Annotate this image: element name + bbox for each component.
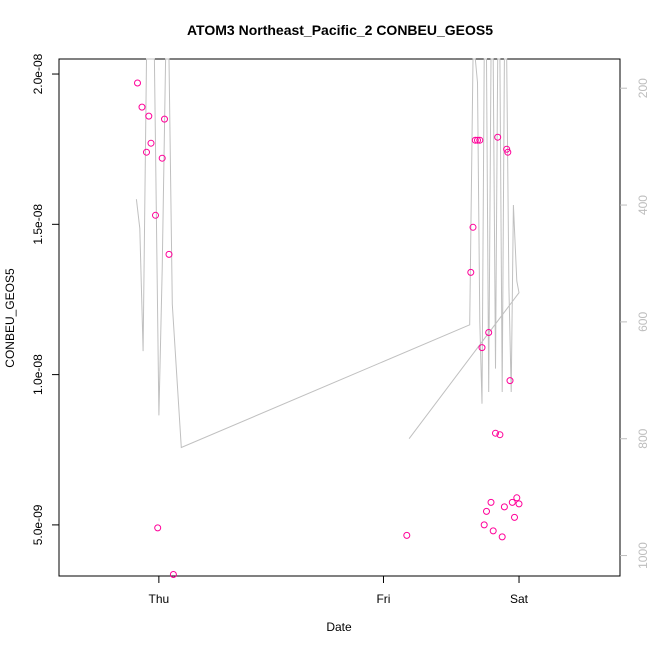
data-point — [480, 521, 488, 529]
y-tick-label: 1.5e-08 — [31, 204, 45, 245]
axis-layer: Thu Fri Sat 5.0e-09 1.0e-08 1.5e-08 2.0e-08 200… — [31, 53, 650, 606]
plot-frame — [58, 58, 621, 577]
data-point — [506, 377, 514, 385]
data-point — [483, 507, 490, 515]
data-point — [492, 429, 499, 437]
data-point — [487, 498, 495, 506]
data-point — [515, 500, 523, 508]
data-point — [152, 211, 159, 219]
data-point — [169, 571, 177, 578]
data-point — [496, 431, 504, 439]
right-y-tick-label: 600 — [636, 312, 650, 332]
data-point — [165, 250, 173, 258]
y-axis-label: CONBEU_GEOS5 — [3, 268, 17, 368]
data-point — [508, 498, 516, 506]
sonde-line-layer — [135, 58, 520, 449]
data-point — [494, 133, 502, 141]
data-point — [503, 145, 511, 153]
data-point — [145, 112, 153, 120]
data-point — [511, 513, 518, 521]
y-tick-label: 5.0e-09 — [31, 504, 45, 545]
data-point — [138, 103, 146, 111]
right-y-tick-label: 400 — [636, 195, 650, 215]
right-y-tick-label: 800 — [636, 428, 650, 448]
y-tick-label: 1.0e-08 — [31, 354, 45, 395]
data-point — [504, 148, 512, 156]
data-point — [474, 136, 481, 144]
right-y-tick-label: 200 — [636, 78, 650, 98]
data-point — [154, 524, 162, 532]
series-line — [135, 58, 520, 449]
data-point — [485, 329, 493, 336]
x-axis-label: Date — [326, 620, 352, 634]
chart-title: ATOM3 Northeast_Pacific_2 CONBEU_GEOS5 — [187, 22, 493, 38]
data-point-layer — [134, 79, 523, 578]
data-point — [158, 154, 166, 162]
x-tick-label: Thu — [149, 592, 170, 606]
y-tick-label: 2.0e-08 — [31, 53, 45, 94]
x-tick-label: Fri — [376, 592, 390, 606]
data-point — [500, 503, 508, 511]
data-point — [476, 136, 484, 144]
data-point — [469, 223, 477, 231]
x-tick-label: Sat — [510, 592, 529, 606]
data-point — [147, 139, 155, 147]
data-point — [513, 494, 521, 502]
data-point — [403, 531, 411, 539]
data-point — [161, 115, 168, 123]
data-point — [489, 527, 497, 535]
data-point — [471, 136, 479, 144]
right-y-tick-label: 1000 — [636, 542, 650, 569]
data-point — [478, 344, 486, 352]
data-point — [467, 268, 475, 276]
data-point — [498, 533, 506, 541]
data-point — [143, 148, 150, 156]
data-point — [134, 79, 141, 87]
